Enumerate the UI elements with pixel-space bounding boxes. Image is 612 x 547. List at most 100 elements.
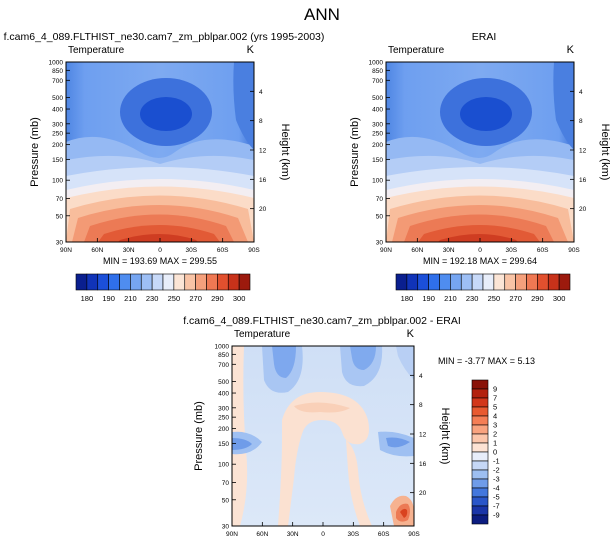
model-panel: Temperature K Pressure (mb) Height (km) … — [29, 44, 291, 266]
obs-ylabel: Pressure (mb) — [349, 117, 361, 187]
obs-colorbar-label: 190 — [422, 294, 435, 303]
model-colorbar-swatch — [162, 273, 175, 291]
diff-colorbar-label: -2 — [493, 466, 500, 475]
model-ytick-right-label: 8 — [259, 118, 263, 125]
model-contour-field — [66, 62, 254, 242]
model-units-label: K — [247, 44, 255, 56]
obs-colorbar-swatch — [504, 273, 516, 291]
diff-min-max: MIN = -3.77 MAX = 5.13 — [438, 356, 535, 366]
diff-colorbar-swatch — [471, 478, 489, 489]
diff-colorbar-swatch — [471, 451, 489, 462]
diff-ytick-label: 50 — [222, 497, 230, 504]
model-colorbar-label: 270 — [189, 294, 202, 303]
obs-colorbar-swatch — [471, 273, 484, 291]
obs-colorbar-label: 250 — [488, 294, 501, 303]
diff-panel: Temperature K Pressure (mb) Height (km) … — [193, 328, 535, 538]
obs-panel: Temperature K Pressure (mb) Height (km) … — [349, 44, 611, 266]
obs-colorbar-swatch — [547, 273, 560, 291]
diff-ytick-label: 100 — [218, 462, 229, 469]
diff-colorbar-swatch — [471, 487, 489, 498]
model-x-ticks: 90N 60N 30N 0 30S 60S 90S — [60, 238, 260, 254]
model-colorbar-swatch — [140, 273, 153, 291]
obs-ytick-label: 30 — [376, 240, 384, 247]
bottom-panel-title: f.cam6_4_089.FLTHIST_ne30.cam7_zm_pblpar… — [183, 315, 461, 327]
model-colorbar-swatch — [119, 273, 131, 291]
diff-xtick-label: 90S — [408, 531, 420, 538]
model-colorbar-label: 290 — [211, 294, 224, 303]
obs-ytick-right-label: 8 — [579, 118, 583, 125]
obs-colorbar-swatch — [417, 273, 429, 291]
diff-xtick-label: 0 — [321, 531, 325, 538]
obs-ytick-label: 70 — [376, 196, 384, 203]
diff-colorbar-swatch — [471, 424, 489, 435]
obs-colorbar-label: 210 — [444, 294, 457, 303]
diff-units-label: K — [407, 328, 415, 340]
diff-colorbar-swatch — [471, 460, 489, 471]
model-colorbar-label: 250 — [168, 294, 181, 303]
diff-ytick-label: 300 — [218, 405, 229, 412]
diff-ylabel: Pressure (mb) — [193, 401, 205, 471]
model-colorbar-swatch — [217, 273, 229, 291]
diff-ytick-right-label: 16 — [419, 461, 427, 468]
diff-colorbar-label: 9 — [493, 385, 497, 394]
model-ytick-label: 1000 — [49, 60, 64, 67]
obs-min-max: MIN = 192.18 MAX = 299.64 — [423, 256, 537, 266]
diff-ytick-right-label: 4 — [419, 373, 423, 380]
obs-colorbar-swatch — [460, 273, 473, 291]
diff-ytick-label: 30 — [222, 524, 230, 531]
obs-colorbar-swatch — [450, 273, 462, 291]
diff-colorbar-label: 3 — [493, 421, 497, 430]
obs-ytick-label: 300 — [372, 121, 383, 128]
obs-xtick-label: 30N — [443, 247, 455, 254]
figure-title: ANN — [304, 5, 340, 24]
diff-colorbar-label: 5 — [493, 403, 497, 412]
diff-colorbar-label: 2 — [493, 430, 497, 439]
obs-ytick-right-label: 20 — [579, 206, 587, 213]
diff-colorbar-label: 7 — [493, 394, 497, 403]
obs-colorbar-label: 290 — [531, 294, 544, 303]
diff-ytick-label: 200 — [218, 426, 229, 433]
model-colorbar-label: 210 — [124, 294, 137, 303]
model-colorbar-swatch — [173, 273, 186, 291]
model-ytick-label: 300 — [52, 121, 63, 128]
obs-contour-shapes — [386, 62, 574, 242]
model-xtick-label: 90S — [248, 247, 260, 254]
diff-contour-field — [232, 346, 414, 526]
diff-colorbar-swatch — [471, 388, 489, 399]
diff-variable-label: Temperature — [234, 329, 291, 340]
obs-colorbar-swatch — [395, 273, 408, 291]
obs-y-ticks-right: 20 16 12 8 4 — [570, 89, 587, 213]
obs-xtick-label: 60S — [537, 247, 549, 254]
model-ytick-label: 100 — [52, 178, 63, 185]
obs-ytick-right-label: 4 — [579, 89, 583, 96]
diff-ytick-label: 400 — [218, 391, 229, 398]
obs-units-label: K — [567, 44, 575, 56]
model-ytick-label: 150 — [52, 157, 63, 164]
obs-ytick-label: 1000 — [369, 60, 384, 67]
diff-ytick-label: 70 — [222, 480, 230, 487]
model-ytick-label: 250 — [52, 131, 63, 138]
obs-ytick-right-label: 12 — [579, 147, 587, 154]
obs-xtick-label: 0 — [478, 247, 482, 254]
obs-ytick-label: 150 — [372, 157, 383, 164]
diff-colorbar-swatch — [471, 514, 489, 525]
diff-ytick-right-label: 20 — [419, 490, 427, 497]
diff-colorbar-label: -3 — [493, 475, 500, 484]
model-colorbar-swatch — [184, 273, 196, 291]
obs-xtick-label: 90N — [380, 247, 392, 254]
diff-colorbar-label: -7 — [493, 502, 500, 511]
diff-ytick-label: 250 — [218, 415, 229, 422]
diff-xtick-label: 30N — [287, 531, 299, 538]
model-xtick-label: 30N — [123, 247, 135, 254]
obs-xtick-label: 90S — [568, 247, 580, 254]
model-xtick-label: 60S — [217, 247, 229, 254]
model-min-max: MIN = 193.69 MAX = 299.55 — [103, 256, 217, 266]
diff-colorbar-swatch — [471, 415, 489, 426]
obs-colorbar-swatch — [493, 273, 506, 291]
left-panel-title: f.cam6_4_089.FLTHIST_ne30.cam7_zm_pblpar… — [4, 31, 325, 43]
diff-xtick-label: 90N — [226, 531, 238, 538]
diff-ylabel-right: Height (km) — [439, 408, 451, 465]
obs-colorbar-swatch — [558, 273, 571, 291]
model-colorbar-swatch — [151, 273, 164, 291]
